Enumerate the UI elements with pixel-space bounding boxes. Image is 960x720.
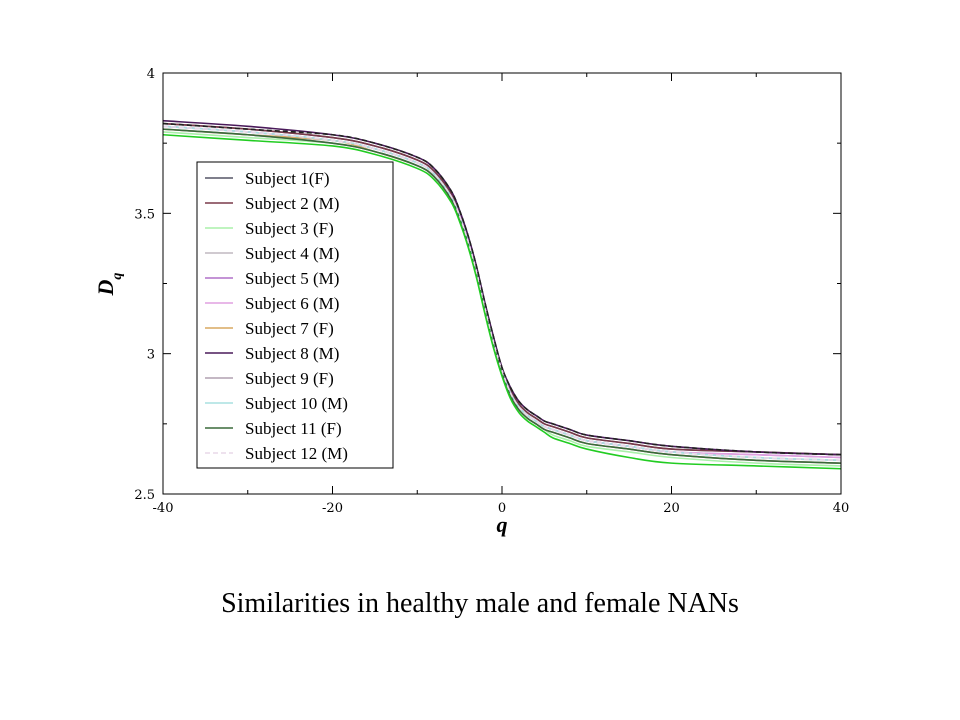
y-tick-label: 2.5 <box>134 488 155 503</box>
legend-label: Subject 2 (M) <box>245 194 339 213</box>
legend-label: Subject 6 (M) <box>245 294 339 313</box>
series-line-11 <box>162 128 842 464</box>
x-tick-label: 0 <box>498 501 506 516</box>
slide-caption: Similarities in healthy male and female … <box>221 588 739 619</box>
legend-box <box>196 161 394 469</box>
y-tick-label: 3.5 <box>134 207 155 222</box>
y-axis-label: Dq <box>93 273 125 297</box>
legend-label: Subject 8 (M) <box>245 344 339 363</box>
y-tick-label: 3 <box>147 348 155 363</box>
y-axis-label-subscript: q <box>110 273 125 280</box>
y-axis-label-main: D <box>93 279 118 296</box>
legend-label: Subject 1(F) <box>245 169 330 188</box>
legend-label: Subject 12 (M) <box>245 444 348 463</box>
ticks-layer <box>162 72 842 495</box>
legend-label: Subject 5 (M) <box>245 269 339 288</box>
x-axis-label: q <box>497 512 508 537</box>
legend-label: Subject 7 (F) <box>245 319 334 338</box>
x-tick-label: 40 <box>833 501 850 516</box>
tick-labels: -40 -20 0 20 40 2.5 3 3.5 4 <box>134 67 849 516</box>
legend: Subject 1(F) Subject 2 (M) Subject 3 (F) Su… <box>196 161 394 469</box>
series-line-12 <box>162 125 842 462</box>
y-tick-label: 4 <box>147 67 155 82</box>
series-line-13 <box>162 133 842 470</box>
series-line-14 <box>162 122 842 456</box>
legend-label: Subject 4 (M) <box>245 244 339 263</box>
legend-label: Subject 10 (M) <box>245 394 348 413</box>
series-layer <box>162 119 842 470</box>
legend-label: Subject 3 (F) <box>245 219 334 238</box>
x-tick-label: -20 <box>322 501 343 516</box>
legend-label: Subject 11 (F) <box>245 419 342 438</box>
x-tick-label: 20 <box>663 501 680 516</box>
legend-label: Subject 9 (F) <box>245 369 334 388</box>
x-tick-label: -40 <box>153 501 174 516</box>
